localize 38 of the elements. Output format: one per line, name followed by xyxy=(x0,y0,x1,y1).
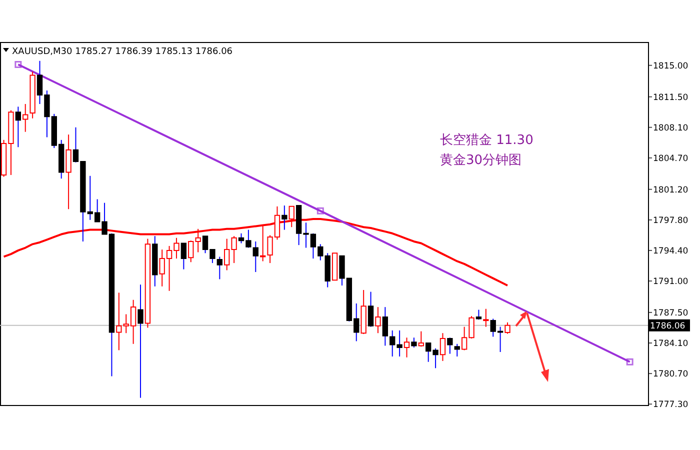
candlestick xyxy=(375,306,381,334)
candlestick xyxy=(504,322,510,334)
annotation: XAUUSD,M30 1785.27 1786.39 1785.13 1786.06 xyxy=(12,47,233,57)
y-tick-label: 1784.10 xyxy=(653,339,688,349)
candlestick xyxy=(404,337,410,358)
y-tick-label: 1791.00 xyxy=(653,277,688,288)
y-tick-label: 1801.20 xyxy=(653,185,688,196)
candlestick xyxy=(66,134,72,210)
point xyxy=(626,358,634,366)
y-tick-label: 1815.00 xyxy=(653,61,688,72)
y-tick-label: 1787.50 xyxy=(653,308,688,318)
annotation: 黄金30分钟图 xyxy=(440,153,522,168)
y-tick-label: 1808.10 xyxy=(653,123,688,134)
candlestick xyxy=(138,284,144,398)
point xyxy=(316,207,324,214)
y-tick-label: 1794.40 xyxy=(653,246,688,256)
point xyxy=(14,60,22,68)
candlestick xyxy=(418,330,424,348)
ref-line-label: 1786.06 xyxy=(650,321,686,332)
candlestick xyxy=(447,337,453,354)
candlestick xyxy=(282,205,288,230)
candlestick xyxy=(15,106,22,148)
y-tick-label: 1797.80 xyxy=(653,216,688,226)
candlestick xyxy=(252,240,258,273)
y-tick-label: 1804.70 xyxy=(653,154,688,164)
candlestick xyxy=(454,343,460,357)
candlestick xyxy=(22,104,28,132)
y-tick-label: 1777.30 xyxy=(653,400,688,410)
y-tick-label: 1811.50 xyxy=(653,92,688,103)
candlestick xyxy=(476,309,482,320)
candlestick xyxy=(368,291,374,328)
candlestick xyxy=(483,308,489,328)
candlestick xyxy=(216,256,222,280)
candlestick xyxy=(440,332,446,362)
y-tick-label: 1780.70 xyxy=(653,370,688,380)
candlestick xyxy=(411,337,417,348)
annotation: 长空猎金 11.30 xyxy=(440,133,534,148)
candlestick xyxy=(180,242,187,270)
